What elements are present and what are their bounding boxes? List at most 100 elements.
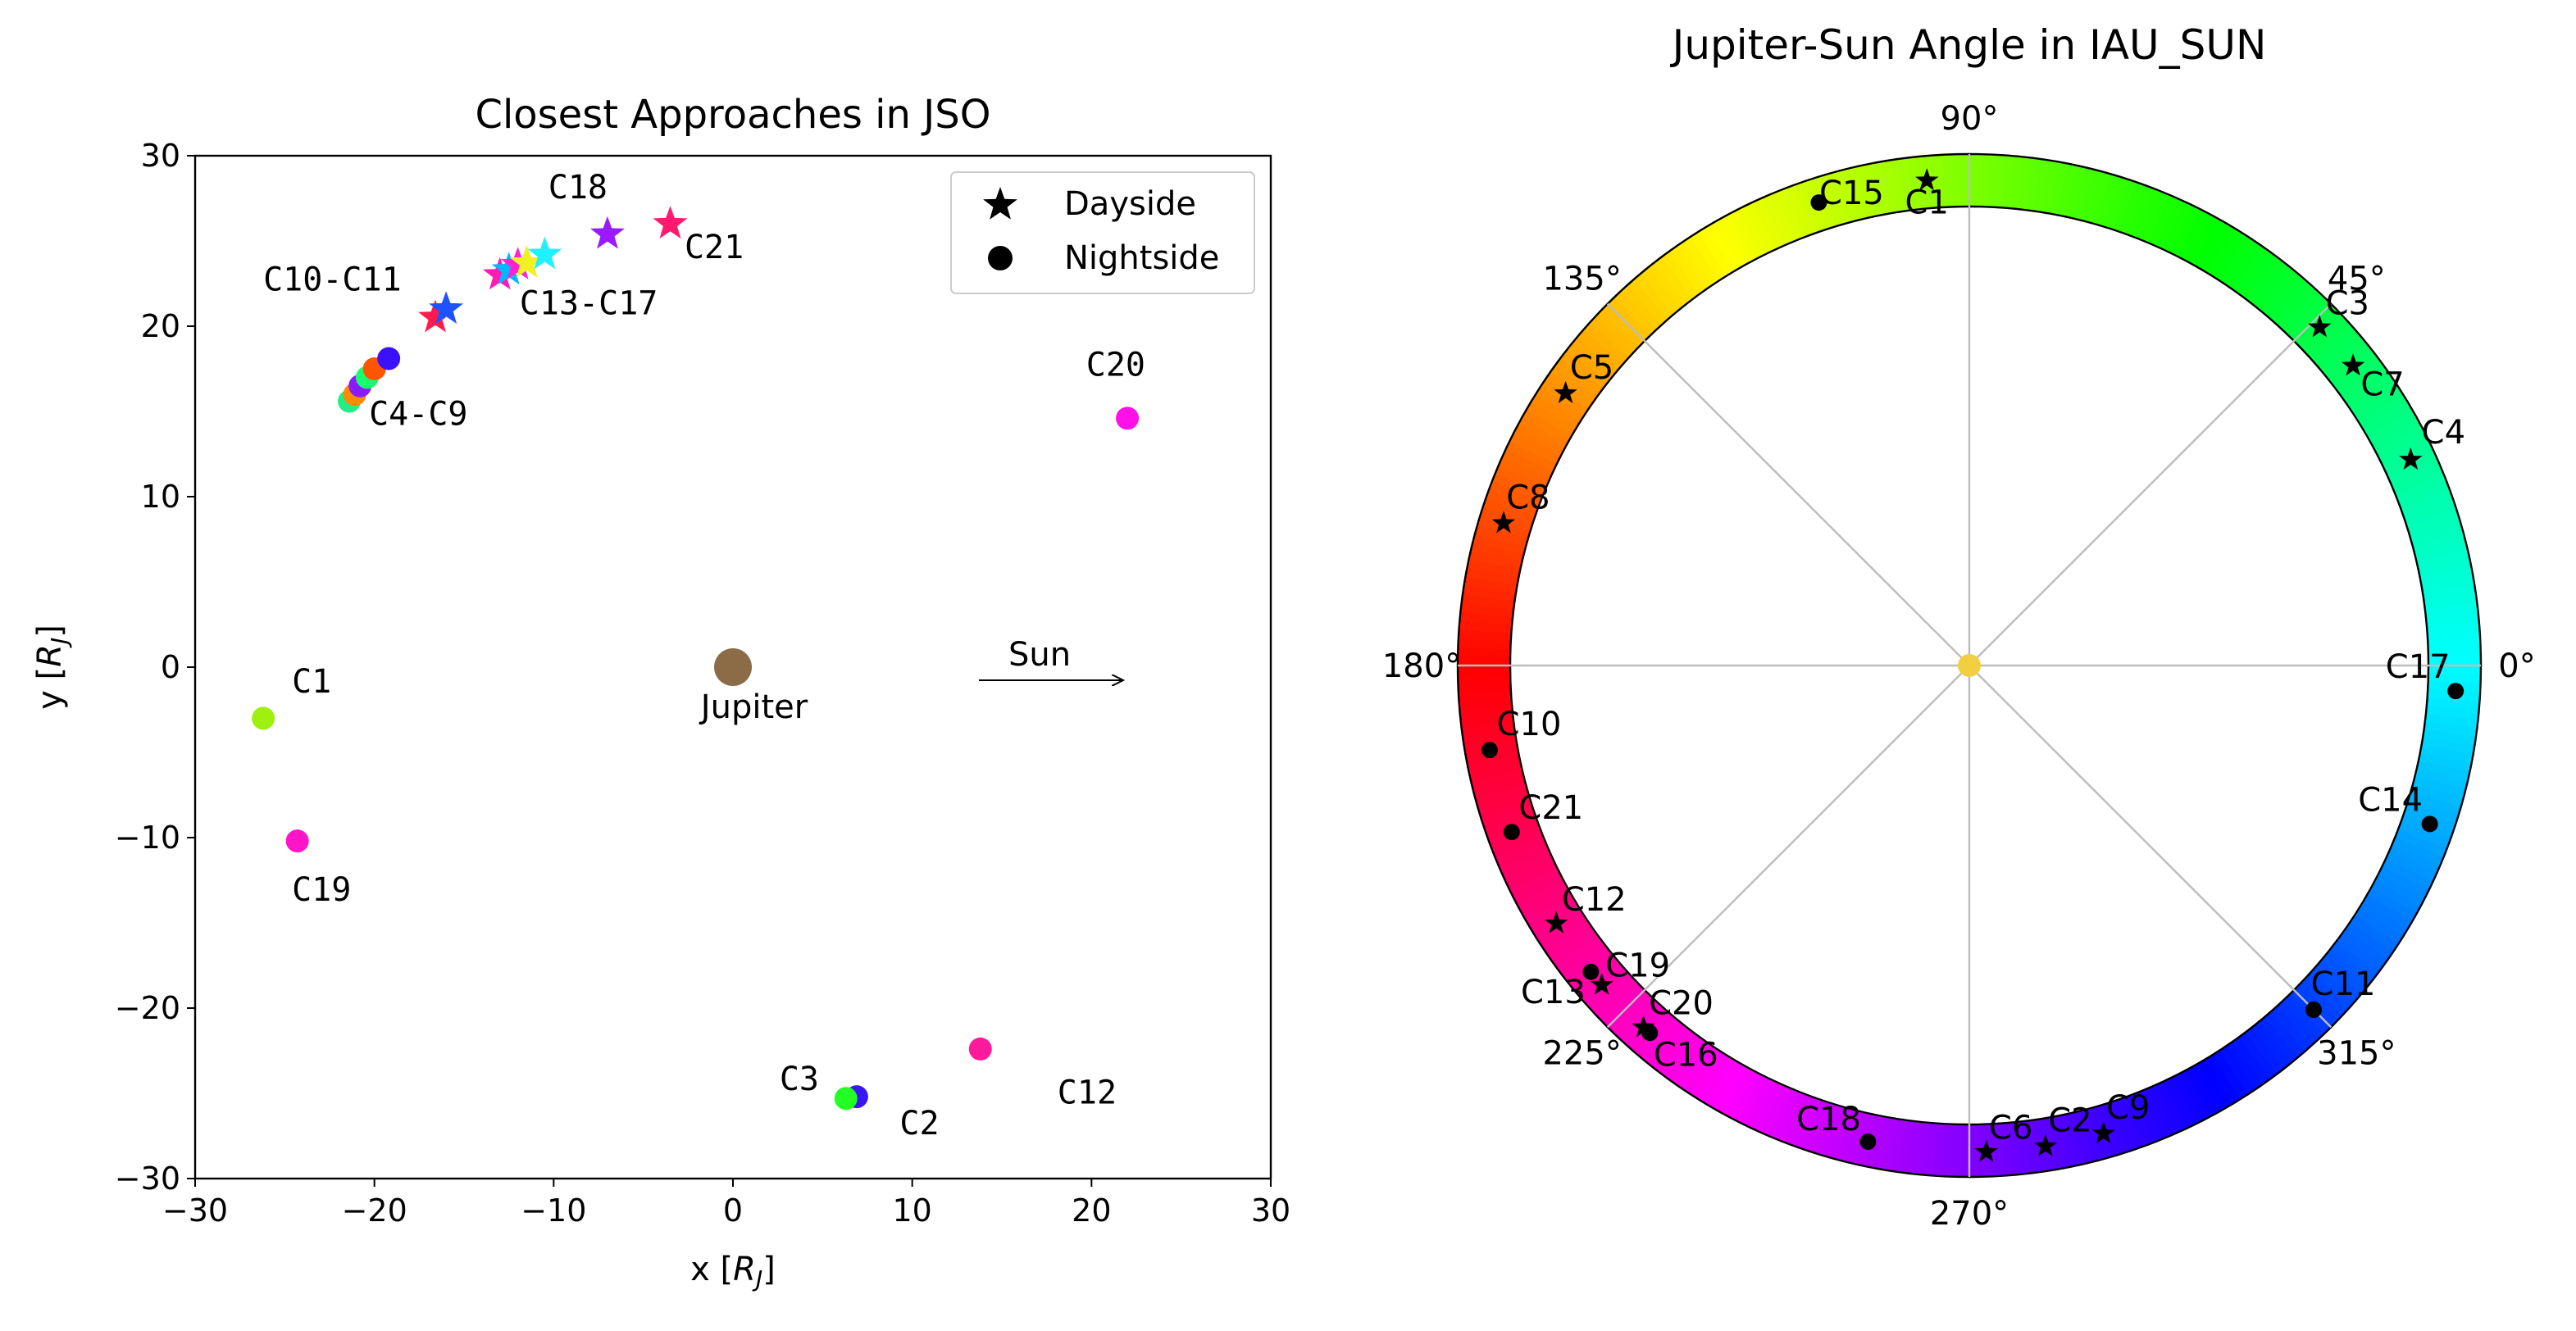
polar-angle-labels: 0° 45° 90° 135° 180° 225° 270° 315°: [1382, 100, 2536, 1233]
ring-segment: [2080, 1108, 2104, 1162]
ring-segment: [2424, 593, 2478, 610]
ring-segment: [1618, 285, 1663, 331]
ring-segment: [1647, 1022, 1688, 1070]
ring-segment: [1887, 159, 1906, 213]
ring-segment: [1587, 316, 1634, 360]
angle-label-270: 270°: [1930, 1195, 2009, 1233]
ring-segment: [1721, 1066, 1755, 1118]
x-tick-label: 0: [723, 1192, 743, 1229]
ring-segment: [1549, 365, 1598, 404]
ring-segment: [1460, 713, 1514, 730]
polar-label-c15: C15: [1819, 175, 1884, 212]
polar-point-c14: [2421, 815, 2438, 833]
ring-segment: [1606, 298, 1650, 343]
ring-segment: [2039, 160, 2059, 214]
ring-segment: [2394, 472, 2447, 502]
ring-segment: [1759, 194, 1791, 248]
ring-segment: [2321, 952, 2369, 995]
ring-segment: [1743, 202, 1776, 254]
ring-segment: [2408, 790, 2462, 815]
ring-segment: [1769, 1088, 1799, 1141]
ring-segment: [1889, 1119, 1907, 1173]
ring-segment: [1468, 761, 1522, 783]
point-c11: [429, 291, 464, 324]
ring-segment: [2078, 169, 2102, 223]
point-c21: [653, 206, 688, 238]
ring-segment: [1463, 576, 1518, 596]
ring-segment: [2049, 1115, 2069, 1170]
ring-segment: [1463, 729, 1517, 747]
ring-segment: [1683, 1046, 1721, 1096]
ring-segment: [2370, 879, 2422, 914]
angle-label-90: 90°: [1941, 100, 1999, 138]
ring-segment: [1458, 666, 1511, 677]
polar-label-c16: C16: [1654, 1036, 1718, 1074]
ring-segment: [1480, 799, 1533, 825]
ring-segment: [2414, 539, 2468, 562]
ring-segment: [1861, 163, 1882, 217]
ring-segment: [2056, 1114, 2078, 1168]
ring-segment: [2391, 464, 2444, 494]
ring-segment: [2197, 221, 2233, 272]
ring-segment: [1705, 1059, 1741, 1110]
ring-segment: [1530, 394, 1581, 431]
polar-label-c18: C18: [1796, 1101, 1861, 1138]
ring-segment: [2232, 1035, 2272, 1085]
ring-segment: [2305, 971, 2351, 1015]
angle-label-180: 180°: [1382, 647, 1461, 685]
ring-segment: [1513, 425, 1564, 459]
polar-label-c9: C9: [2106, 1089, 2150, 1127]
ring-segment: [2421, 575, 2475, 594]
ring-segment: [2147, 193, 2178, 247]
ring-segment: [1625, 279, 1668, 326]
jso-plot-area: Jupiter C1 C19 C20 C12 C3 C2 C4-C9 C10-C11 C13-C1…: [252, 169, 1145, 1142]
ring-segment: [1471, 769, 1525, 792]
jso-scatter-chart: Closest Approaches in JSO Jupiter C1 C19 C2…: [31, 92, 1290, 1292]
ring-segment: [2023, 157, 2041, 211]
ring-segment: [1475, 784, 1529, 809]
ring-segment: [1777, 1091, 1807, 1144]
ring-segment: [1667, 246, 1706, 296]
ring-segment: [2263, 272, 2305, 320]
annotation-c13-c17: C13-C17: [520, 284, 658, 322]
ring-segment: [1504, 441, 1557, 474]
ring-segment: [2148, 1083, 2179, 1137]
ring-segment: [2047, 161, 2068, 216]
ring-segment: [1691, 1050, 1727, 1101]
angle-label-315: 315°: [2317, 1034, 2396, 1072]
right-chart-title: Jupiter-Sun Angle in IAU_SUN: [1670, 21, 2267, 69]
x-tick-label: 10: [892, 1192, 931, 1229]
ring-segment: [2326, 947, 2374, 988]
polar-label-c14: C14: [2358, 781, 2423, 819]
ring-segment: [2397, 820, 2451, 849]
polar-point-c8: [1491, 511, 1516, 534]
ring-segment: [2269, 278, 2312, 325]
ring-segment: [1661, 1032, 1701, 1081]
ring-segment: [2354, 907, 2405, 944]
ring-segment: [1905, 157, 1922, 211]
ring-segment: [1914, 156, 1930, 210]
ring-segment: [1753, 1081, 1784, 1133]
ring-segment: [1522, 888, 1572, 923]
ring-segment: [2231, 245, 2270, 294]
jso-x-axis: −30 −20 −10 0 10 20 30: [162, 1179, 1290, 1229]
ring-segment: [1880, 1117, 1900, 1171]
ring-segment: [2369, 416, 2421, 451]
ring-segment: [1802, 1099, 1829, 1153]
polar-label-c8: C8: [1506, 479, 1550, 516]
x-tick-label: 30: [1251, 1192, 1290, 1229]
ring-segment: [2055, 163, 2076, 217]
ring-segment: [1601, 984, 1646, 1029]
ring-segment: [2428, 671, 2481, 684]
ring-segment: [1554, 357, 1603, 397]
ring-segment: [1509, 433, 1560, 466]
ring-segment: [1674, 241, 1713, 291]
ring-segment: [1472, 776, 1527, 800]
ring-segment: [1676, 1041, 1714, 1091]
ring-segment: [1871, 1115, 1891, 1170]
ring-segment: [1472, 533, 1527, 556]
ring-segment: [1751, 198, 1783, 251]
ring-segment: [2385, 851, 2437, 882]
ring-segment: [1632, 274, 1674, 320]
ring-segment: [1869, 161, 1890, 216]
